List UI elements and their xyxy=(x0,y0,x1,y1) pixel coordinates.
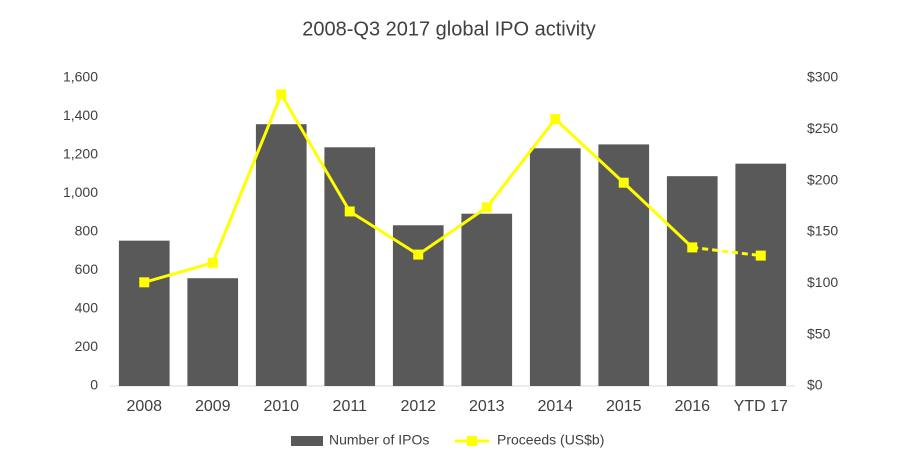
line-marker xyxy=(550,114,561,125)
x-tick-label: 2009 xyxy=(195,398,231,415)
line-dashed xyxy=(692,245,761,258)
legend-swatch xyxy=(291,436,323,446)
bar xyxy=(324,147,376,386)
line-marker xyxy=(139,277,150,288)
x-tick-label: 2016 xyxy=(674,398,710,415)
line-marker xyxy=(413,249,424,260)
bar xyxy=(392,225,444,386)
line-marker xyxy=(687,242,698,253)
x-tick-label: 2012 xyxy=(400,398,436,415)
bar xyxy=(529,148,581,386)
legend-swatch-marker xyxy=(467,436,477,446)
line-marker xyxy=(481,202,492,213)
y-tick-label: 400 xyxy=(75,300,99,316)
y2-tick-label: $0 xyxy=(807,377,823,393)
bar xyxy=(666,176,718,386)
x-tick-label: YTD 17 xyxy=(734,398,788,415)
legend-label: Proceeds (US$b) xyxy=(497,432,604,448)
line-marker xyxy=(755,250,766,261)
y2-tick-label: $50 xyxy=(807,325,831,341)
y-tick-label: 1,000 xyxy=(63,184,98,200)
y2-tick-label: $250 xyxy=(807,120,838,136)
y-tick-label: 600 xyxy=(75,261,99,277)
x-tick-label: 2015 xyxy=(606,398,642,415)
y2-tick-label: $100 xyxy=(807,274,838,290)
chart-title: 2008-Q3 2017 global IPO activity xyxy=(302,18,596,40)
y-tick-label: 1,400 xyxy=(63,107,98,123)
bar xyxy=(255,124,307,386)
y2-tick-label: $150 xyxy=(807,223,838,239)
line-marker xyxy=(207,257,218,268)
line-marker xyxy=(344,206,355,217)
x-tick-label: 2011 xyxy=(333,398,368,415)
y-tick-label: 200 xyxy=(75,338,99,354)
bar xyxy=(118,240,170,386)
x-tick-label: 2010 xyxy=(263,398,299,415)
line-marker xyxy=(618,177,629,188)
y2-tick-label: $300 xyxy=(807,69,838,85)
line-marker xyxy=(276,89,287,100)
x-tick-label: 2013 xyxy=(469,398,505,415)
bar xyxy=(187,278,239,386)
y2-tick-label: $200 xyxy=(807,171,838,187)
y-tick-label: 0 xyxy=(90,377,98,393)
y-tick-label: 800 xyxy=(75,223,99,239)
y-tick-label: 1,200 xyxy=(63,146,98,162)
x-tick-label: 2014 xyxy=(537,398,573,415)
x-tick-label: 2008 xyxy=(126,398,162,415)
y-tick-label: 1,600 xyxy=(63,69,98,85)
bar xyxy=(461,213,513,386)
legend-label: Number of IPOs xyxy=(329,432,429,448)
bar xyxy=(735,163,787,386)
